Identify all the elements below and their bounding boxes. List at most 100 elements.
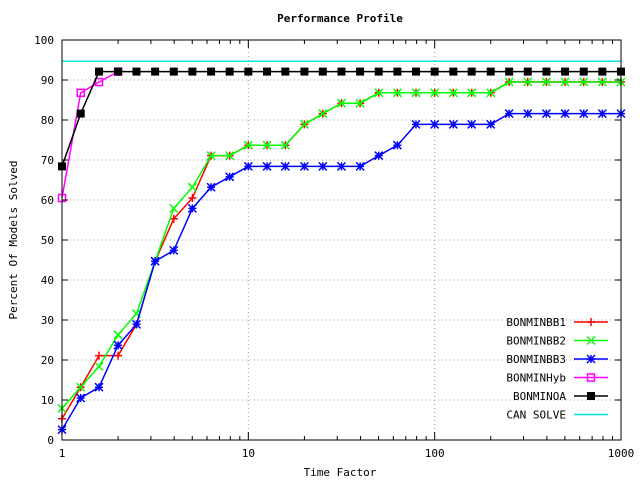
y-tick-label: 80 [41, 114, 54, 127]
y-tick-label: 20 [41, 354, 54, 367]
data-point-bonminbb2 [411, 88, 421, 98]
data-point-bonminbb1 [114, 351, 123, 360]
legend-item-bonminbb2: BONMINBB2 [506, 335, 608, 348]
data-point-bonminbb2 [318, 109, 328, 119]
data-point-bonminbb3 [169, 245, 179, 255]
data-point-bonminbb3 [76, 393, 86, 403]
data-point-bonminoa [356, 67, 365, 76]
data-point-bonminbb3 [467, 119, 477, 129]
data-point-bonminbb3 [206, 182, 216, 192]
legend-label: BONMINBB2 [506, 335, 566, 348]
data-point-bonminoa [244, 67, 253, 76]
data-point-bonminbb2 [243, 140, 253, 150]
data-point-bonminbb2 [597, 77, 607, 87]
data-point-bonminoa [263, 67, 272, 76]
data-point-bonminbb3 [336, 161, 346, 171]
data-point-bonminbb3 [355, 161, 365, 171]
grid [62, 40, 621, 440]
data-point-bonminbb2 [187, 182, 197, 192]
data-point-bonminbb2 [430, 88, 440, 98]
data-point-bonminoa [430, 67, 439, 76]
data-point-bonminbb3 [392, 140, 402, 150]
y-tick-label: 40 [41, 274, 54, 287]
y-tick-label: 100 [34, 34, 54, 47]
data-point-bonminbb2 [280, 140, 290, 150]
data-point-bonminhyb [76, 88, 85, 98]
data-point-bonminoa [337, 67, 346, 76]
legend-label: BONMINBB3 [506, 353, 566, 366]
data-point-bonminbb2 [225, 151, 235, 161]
data-point-bonminbb3 [187, 203, 197, 213]
data-point-bonminbb3 [448, 119, 458, 129]
data-point-bonminbb2 [169, 203, 179, 213]
legend-item-can-solve: CAN SOLVE [506, 409, 608, 422]
data-point-bonminbb3 [150, 256, 160, 266]
data-point-bonminbb3 [318, 161, 328, 171]
data-point-bonminoa [523, 67, 532, 76]
x-tick-label: 1000 [608, 447, 635, 460]
y-axis-label: Percent Of Models Solved [7, 161, 20, 320]
x-tick-label: 1 [59, 447, 66, 460]
data-point-bonminbb3 [299, 161, 309, 171]
data-point-bonminbb3 [541, 109, 551, 119]
data-point-bonminhyb [94, 77, 104, 87]
data-point-bonminbb3 [113, 340, 123, 350]
data-point-bonminbb2 [392, 88, 402, 98]
data-point-bonminoa [169, 67, 178, 76]
data-point-bonminoa [188, 67, 197, 76]
series-bonminoa [58, 67, 625, 171]
data-point-bonminbb3 [504, 109, 514, 119]
data-point-bonminbb2 [523, 77, 533, 87]
series-layer [57, 60, 626, 435]
data-point-bonminoa [207, 67, 216, 76]
data-point-bonminbb2 [336, 98, 346, 108]
series-line-bonminhyb [61, 70, 119, 199]
data-point-bonminbb1 [95, 351, 104, 360]
data-point-bonminbb3 [597, 109, 607, 119]
data-point-bonminoa [542, 67, 551, 76]
data-point-bonminbb3 [280, 161, 290, 171]
legend-marker [587, 318, 595, 326]
data-point-bonminbb3 [523, 109, 533, 119]
data-point-bonminoa [561, 67, 570, 76]
legend-marker [586, 335, 596, 346]
data-point-bonminbb2 [76, 382, 86, 392]
data-point-bonminbb2 [113, 330, 123, 340]
data-point-bonminbb1 [169, 214, 178, 223]
data-point-bonminbb2 [504, 77, 514, 87]
data-point-bonminoa [281, 67, 290, 76]
data-point-bonminbb2 [355, 98, 365, 108]
data-point-bonminbb3 [262, 161, 272, 171]
data-point-bonminbb2 [374, 88, 384, 98]
data-point-bonminoa [300, 67, 309, 76]
data-point-bonminoa [449, 67, 458, 76]
x-tick-label: 100 [425, 447, 445, 460]
data-point-bonminbb3 [94, 382, 104, 392]
data-point-bonminbb2 [486, 88, 496, 98]
data-point-bonminbb2 [467, 88, 477, 98]
legend-marker [586, 354, 596, 364]
data-point-bonminoa [132, 67, 141, 76]
x-tick-label: 10 [242, 447, 255, 460]
legend-marker [586, 373, 596, 382]
legend-label: BONMINHyb [506, 372, 566, 385]
data-point-bonminbb2 [541, 77, 551, 87]
data-point-bonminbb1 [188, 194, 197, 202]
data-point-bonminoa [151, 67, 160, 76]
data-point-bonminbb2 [579, 77, 589, 87]
data-point-bonminbb3 [131, 319, 142, 329]
legend-item-bonminbb1: BONMINBB1 [506, 316, 608, 329]
y-tick-label: 90 [41, 74, 54, 87]
y-tick-label: 30 [41, 314, 54, 327]
data-point-bonminbb3 [411, 119, 421, 129]
data-point-bonminbb3 [560, 109, 570, 119]
data-point-bonminoa [374, 67, 383, 76]
data-point-bonminoa [95, 67, 104, 76]
data-point-bonminbb2 [206, 151, 216, 161]
legend-marker [587, 392, 595, 400]
data-point-bonminbb2 [262, 140, 272, 150]
data-point-bonminbb2 [94, 361, 104, 371]
data-point-bonminbb2 [560, 77, 570, 87]
series-line-bonminbb1 [61, 81, 621, 420]
